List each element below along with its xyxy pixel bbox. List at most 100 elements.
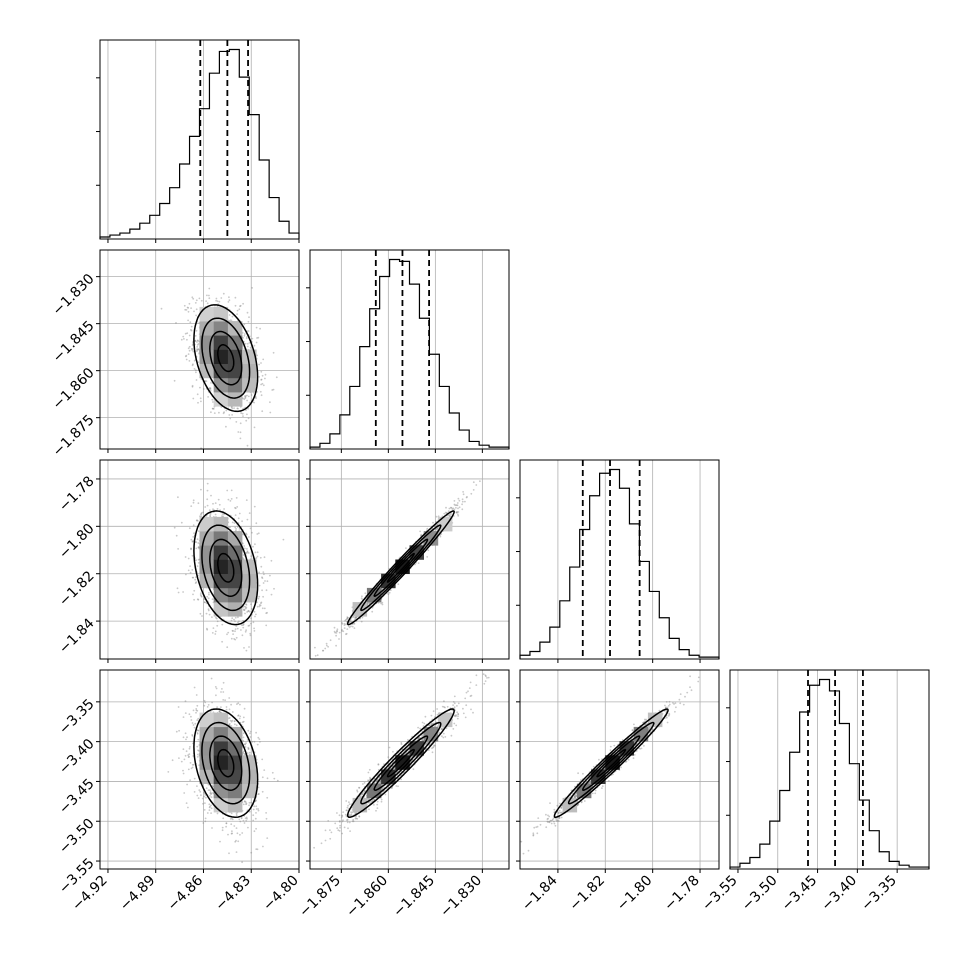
sample-point (226, 489, 229, 492)
sample-point (214, 630, 217, 633)
contour-line (209, 735, 243, 791)
sample-point (245, 419, 248, 422)
sample-point (248, 751, 251, 754)
sample-point (230, 637, 233, 640)
sample-point (196, 756, 199, 758)
sample-point (214, 633, 217, 635)
sample-point (238, 512, 241, 515)
sample-point (207, 608, 210, 611)
sample-point (206, 627, 208, 630)
sample-point (248, 536, 250, 538)
sample-point (236, 526, 239, 528)
sample-point (263, 573, 265, 576)
density-cell (213, 559, 229, 574)
sample-point (212, 401, 214, 403)
sample-point (244, 612, 246, 615)
sample-point (231, 629, 234, 632)
sample-point (215, 299, 218, 302)
sample-point (255, 812, 257, 814)
sample-point (191, 385, 194, 388)
sample-point (205, 796, 207, 799)
sample-point (229, 818, 232, 820)
sample-point (187, 754, 190, 757)
sample-point (187, 806, 189, 809)
sample-point (192, 540, 194, 542)
sample-point (208, 803, 211, 806)
sample-point (212, 785, 215, 788)
sample-point (261, 410, 264, 413)
sample-point (228, 414, 231, 416)
sample-point (212, 627, 215, 629)
sample-point (245, 649, 248, 652)
sample-point (196, 341, 198, 343)
sample-point (345, 632, 348, 635)
sample-point (220, 706, 222, 708)
sample-point (230, 489, 233, 492)
sample-point (252, 545, 254, 548)
sample-point (246, 518, 249, 521)
density-cell (227, 769, 243, 784)
sample-point (276, 779, 279, 782)
sample-point (247, 610, 250, 613)
sample-point (231, 617, 234, 620)
sample-point (196, 519, 198, 522)
sample-point (236, 832, 239, 835)
sample-point (250, 603, 252, 606)
sample-point (228, 717, 231, 719)
sample-point (241, 634, 244, 637)
sample-point (216, 620, 219, 623)
sample-point (241, 624, 243, 626)
sample-point (206, 504, 209, 507)
sample-point (426, 527, 429, 530)
sample-point (246, 550, 249, 553)
sample-point (247, 417, 250, 420)
sample-point (377, 602, 380, 604)
sample-point (205, 612, 208, 615)
sample-point (222, 681, 225, 684)
sample-point (243, 323, 246, 326)
sample-point (245, 603, 247, 605)
sample-point (244, 397, 247, 399)
sample-point (236, 309, 239, 312)
sample-point (236, 407, 239, 410)
sample-point (249, 527, 252, 530)
sample-point (175, 322, 177, 324)
sample-point (194, 722, 197, 725)
sample-point (251, 287, 254, 289)
sample-point (261, 576, 263, 579)
sample-point (231, 407, 234, 410)
sample-point (228, 852, 230, 855)
sample-point (255, 808, 258, 810)
sample-point (198, 750, 200, 752)
sample-point (263, 607, 266, 610)
sample-point (262, 845, 264, 848)
sample-point (191, 554, 194, 557)
sample-point (196, 704, 199, 707)
density-cell (213, 755, 229, 770)
sample-point (255, 827, 257, 830)
sample-point (258, 584, 261, 587)
density-cell (227, 545, 243, 560)
sample-point (244, 395, 246, 397)
density-cell (213, 741, 229, 756)
sample-point (184, 308, 187, 311)
sample-point (239, 437, 242, 440)
sample-point (244, 746, 247, 748)
sample-point (212, 508, 214, 510)
sample-point (249, 732, 251, 735)
sample-point (238, 528, 241, 530)
sample-point (234, 628, 237, 630)
sample-point (231, 830, 233, 833)
sample-point (221, 623, 224, 626)
sample-point (242, 554, 245, 556)
sample-point (239, 715, 242, 718)
scatter-panel-0-3: −4.92 −4.89 −4.86 −4.83 −4.80−3.55−3.50−3.45… (56, 669, 302, 914)
density-cell (242, 559, 257, 574)
sample-point (242, 619, 245, 622)
sample-point (353, 627, 356, 629)
sample-point (341, 623, 344, 625)
sample-point (262, 582, 265, 584)
sample-point (229, 526, 231, 529)
sample-point (244, 396, 247, 399)
